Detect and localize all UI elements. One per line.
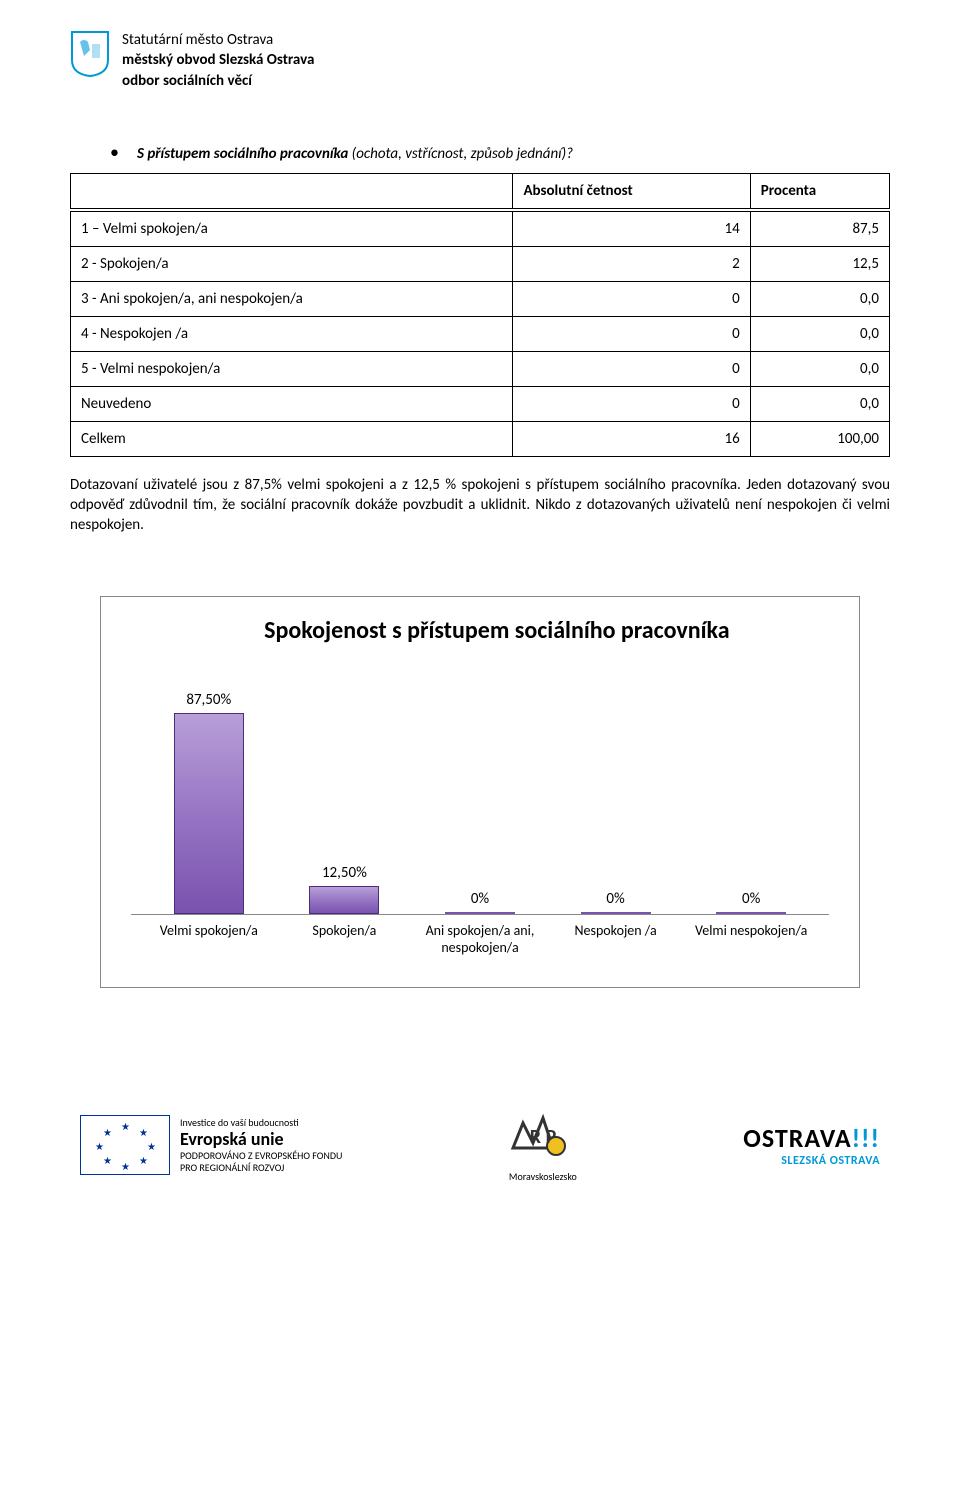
eu-text-block: Investice do vaší budoucnosti Evropská u… (180, 1117, 342, 1175)
satisfaction-chart: . Spokojenost s přístupem sociálního pra… (100, 596, 860, 988)
x-axis-label: Velmi spokojen/a (141, 923, 277, 957)
table-row: 3 - Ani spokojen/a, ani nespokojen/a00,0 (71, 281, 890, 316)
table-body: 1 – Velmi spokojen/a1487,52 - Spokojen/a… (71, 210, 890, 457)
chart-bar-column: 0% (548, 655, 684, 914)
x-axis-label: Ani spokojen/a ani, nespokojen/a (412, 923, 548, 957)
row-label: 5 - Velmi nespokojen/a (71, 351, 513, 386)
row-label: 1 – Velmi spokojen/a (71, 210, 513, 247)
eu-line-2: Evropská unie (180, 1129, 342, 1151)
ostrava-sub-text: SLEZSKÁ OSTRAVA (743, 1154, 880, 1168)
chart-bar (445, 912, 515, 914)
bar-value-label: 0% (606, 890, 624, 908)
row-pct: 0,0 (750, 351, 889, 386)
table-row: Neuvedeno00,0 (71, 386, 890, 421)
row-pct: 12,5 (750, 246, 889, 281)
chart-x-labels: Velmi spokojen/aSpokojen/aAni spokojen/a… (131, 915, 829, 957)
results-table: Absolutní četnost Procenta 1 – Velmi spo… (70, 173, 890, 457)
table-row: 2 - Spokojen/a212,5 (71, 246, 890, 281)
row-label: 4 - Nespokojen /a (71, 316, 513, 351)
page-header: Statutární město Ostrava městský obvod S… (70, 30, 890, 91)
ostrava-logo-block: OSTRAVA!!! SLEZSKÁ OSTRAVA (743, 1122, 880, 1168)
row-pct: 87,5 (750, 210, 889, 247)
eu-line-1: Investice do vaší budoucnosti (180, 1117, 342, 1129)
row-abs: 2 (513, 246, 750, 281)
table-row: 1 – Velmi spokojen/a1487,5 (71, 210, 890, 247)
x-axis-label: Velmi nespokojen/a (683, 923, 819, 957)
org-name-block: Statutární město Ostrava městský obvod S… (122, 30, 314, 91)
bar-value-label: 87,50% (186, 691, 231, 709)
rop-logo-icon: R P (508, 1108, 578, 1163)
row-abs: 16 (513, 421, 750, 456)
row-pct: 0,0 (750, 386, 889, 421)
chart-bar-column: 12,50% (277, 655, 413, 914)
row-abs: 0 (513, 281, 750, 316)
chart-plot-area: 87,50% 12,50% 0% 0% 0% (131, 655, 829, 915)
row-pct: 0,0 (750, 316, 889, 351)
row-abs: 0 (513, 316, 750, 351)
eu-funding-block: ★ ★ ★ ★ ★ ★ ★ ★ Investice do vaší budouc… (80, 1115, 342, 1175)
table-row: Celkem16100,00 (71, 421, 890, 456)
row-abs: 0 (513, 386, 750, 421)
city-shield-icon (70, 30, 110, 78)
row-label: 3 - Ani spokojen/a, ani nespokojen/a (71, 281, 513, 316)
row-label: Neuvedeno (71, 386, 513, 421)
row-pct: 0,0 (750, 281, 889, 316)
x-axis-label: Nespokojen /a (548, 923, 684, 957)
table-row: 5 - Velmi nespokojen/a00,0 (71, 351, 890, 386)
chart-bar-column: 0% (412, 655, 548, 914)
bar-value-label: 0% (742, 890, 760, 908)
row-abs: 14 (513, 210, 750, 247)
ostrava-main-text: OSTRAVA!!! (743, 1122, 880, 1154)
bar-value-label: 12,50% (322, 864, 367, 882)
chart-bar (716, 912, 786, 914)
row-abs: 0 (513, 351, 750, 386)
chart-bar (581, 912, 651, 914)
col-blank (71, 173, 513, 210)
row-label: 2 - Spokojen/a (71, 246, 513, 281)
rop-label: Moravskoslezsko (508, 1170, 578, 1183)
chart-title: Spokojenost s přístupem sociálního praco… (165, 617, 829, 646)
org-line-2: městský obvod Slezská Ostrava (122, 50, 314, 70)
col-absolute: Absolutní četnost (513, 173, 750, 210)
question-bullet: • S přístupem sociálního pracovníka (och… (110, 141, 890, 163)
bar-value-label: 0% (471, 890, 489, 908)
rop-block: R P Moravskoslezsko (508, 1108, 578, 1183)
x-axis-label: Spokojen/a (277, 923, 413, 957)
analysis-paragraph: Dotazovaní uživatelé jsou z 87,5% velmi … (70, 475, 890, 536)
row-label: Celkem (71, 421, 513, 456)
chart-bar-column: 0% (683, 655, 819, 914)
chart-bar-column: 87,50% (141, 655, 277, 914)
org-line-3: odbor sociálních věcí (122, 71, 314, 91)
question-text: S přístupem sociálního pracovníka (ochot… (137, 145, 573, 163)
bullet-icon: • (110, 141, 119, 163)
col-percent: Procenta (750, 173, 889, 210)
page-footer: ★ ★ ★ ★ ★ ★ ★ ★ Investice do vaší budouc… (70, 1108, 890, 1183)
row-pct: 100,00 (750, 421, 889, 456)
table-row: 4 - Nespokojen /a00,0 (71, 316, 890, 351)
org-line-1: Statutární město Ostrava (122, 30, 314, 50)
eu-line-4: PRO REGIONÁLNÍ ROZVOJ (180, 1162, 342, 1174)
eu-flag-icon: ★ ★ ★ ★ ★ ★ ★ ★ (80, 1115, 170, 1175)
svg-text:R P: R P (530, 1125, 557, 1149)
chart-bar (309, 886, 379, 915)
chart-bar (174, 713, 244, 914)
